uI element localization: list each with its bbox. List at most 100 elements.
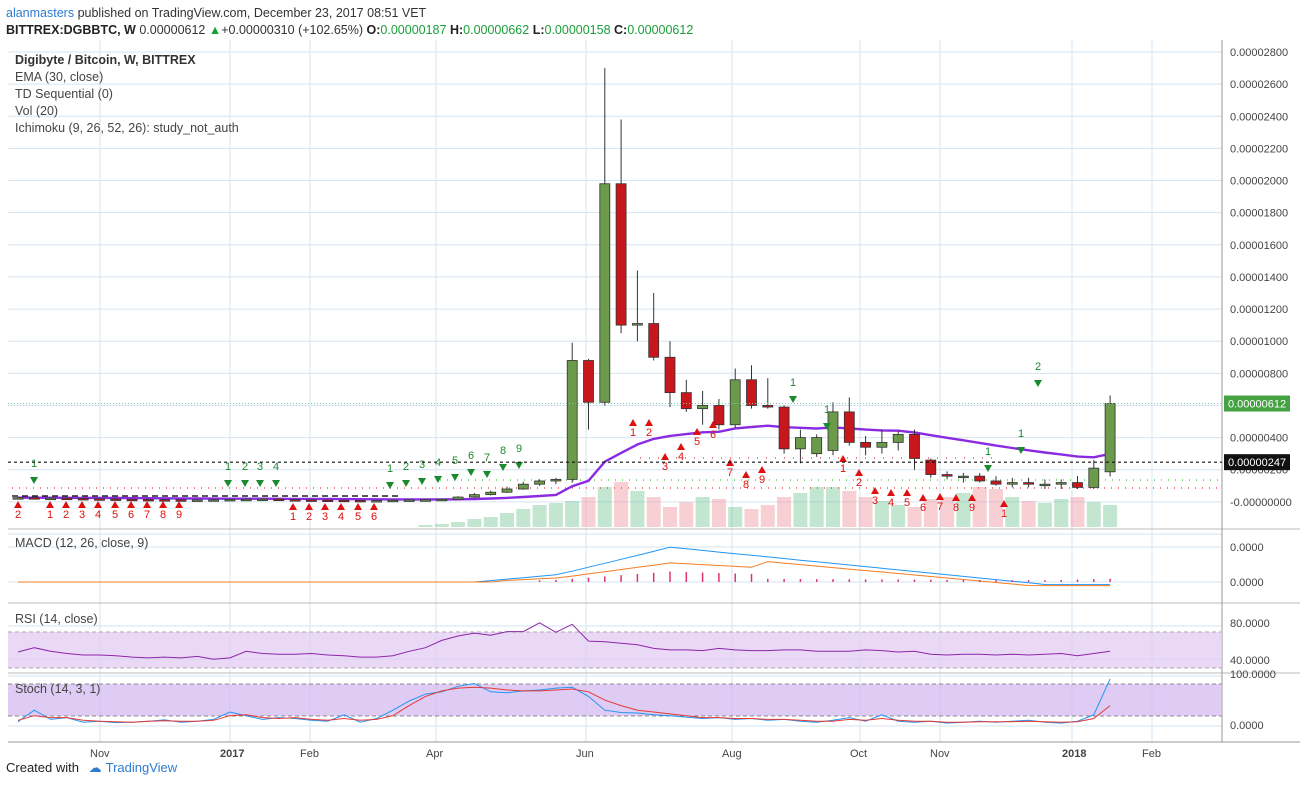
close-label: C: [614,23,628,37]
stoch-title[interactable]: Stoch (14, 3, 1) [15,682,101,696]
td-up-marker [14,501,22,508]
td-count: 2 [403,461,409,473]
td-up-marker [903,489,911,496]
td-count: 9 [516,443,522,455]
td-up-marker [175,501,183,508]
created-with-text: Created with [6,760,79,775]
candle-body [860,442,871,448]
macd-panel: 0.0000 0.0000 [18,542,1264,589]
candle-body [795,437,806,450]
rsi-title[interactable]: RSI (14, close) [15,612,98,626]
td-down-marker [224,480,232,487]
candle-body [632,323,643,326]
candle-body [1023,482,1034,485]
td-count: 8 [953,502,959,514]
volume-bar [663,507,677,527]
candle-body [61,497,73,501]
volume-bar [940,497,955,527]
candle-body [1006,482,1018,485]
stoch-band [8,684,1222,716]
td-count: 6 [128,509,134,521]
candle-body [208,499,220,502]
candle-body [354,500,366,503]
candle-body [615,183,627,326]
td-count: 8 [500,445,506,457]
volume-bar [1005,497,1020,527]
published-header: alanmasters published on TradingView.com… [6,4,426,22]
td-count: 4 [95,509,101,521]
td-down-marker [984,465,992,472]
volume-bar [646,497,661,527]
candle-body [257,498,268,502]
macd-title[interactable]: MACD (12, 26, close, 9) [15,536,149,550]
price-tick-label: 0.00000800 [1230,368,1288,380]
candle-body [468,494,480,498]
candle-body [501,488,513,493]
tradingview-brand[interactable]: TradingView [105,760,178,775]
candle-body [827,411,839,451]
td-down-marker [451,474,459,481]
footer: Created with ☁ TradingView [6,760,177,776]
volume-bar [679,502,694,527]
volume-bar [956,493,971,527]
candle-body [697,405,708,410]
td-count: 1 [47,509,53,521]
high-label: H: [449,23,464,37]
td-count: 1 [387,463,393,475]
time-tick-label: Aug [722,748,742,760]
td-count: 3 [322,511,328,523]
td-down-marker [256,480,264,487]
td-count: 4 [888,497,894,509]
author-link[interactable]: alanmasters [6,6,75,20]
candle-body [892,433,904,443]
td-count: 4 [273,461,279,473]
candle-body [583,360,594,403]
legend-td[interactable]: TD Sequential (0) [15,87,113,101]
td-down-marker [1034,380,1042,387]
candle-body [729,379,741,426]
td-count: 5 [355,511,361,523]
change-value: +0.00000310 (+102.65%) [221,23,364,37]
price-tick-label: 0.00002800 [1230,47,1288,59]
td-up-marker [159,501,167,508]
legend-ema[interactable]: EMA (30, close) [15,70,104,84]
candle-body [126,498,138,502]
td-count: 3 [419,459,425,471]
td-up-marker [354,503,362,510]
symbol-name: BITTREX:DGBBTC, W [6,23,136,37]
td-count: 4 [338,511,344,523]
candle-body [550,478,562,482]
candle-body [876,442,888,448]
candle-body [811,437,823,455]
symbol-line: BITTREX:DGBBTC, W 0.00000612 ▲+0.0000031… [6,21,693,39]
candle-body [45,497,56,501]
td-count: 7 [484,452,490,464]
candle-body [1055,482,1067,485]
td-down-marker [418,478,426,485]
td-count: 2 [856,477,862,489]
tradingview-logo-icon[interactable]: ☁ [88,760,102,775]
volume-bar [581,497,596,527]
volume-bar [760,505,775,527]
high-value: 0.00000662 [463,23,530,37]
td-count: 2 [1035,361,1041,373]
td-up-marker [321,503,329,510]
price-tick-label: 0.00000400 [1230,433,1288,445]
volume-bar [1054,499,1069,527]
td-down-marker [30,477,38,484]
td-count: 5 [112,509,118,521]
td-count: 2 [306,511,312,523]
legend-ichimoku[interactable]: Ichimoku (9, 26, 52, 26): study_not_auth [15,121,239,135]
volume-bar [989,489,1003,527]
td-down-marker [467,469,475,476]
legend-vol[interactable]: Vol (20) [15,104,59,118]
td-count: 2 [242,461,248,473]
td-up-marker [661,453,669,460]
volume-bar [548,503,563,527]
stoch-panel: 100.0000 0.0000 [8,669,1276,732]
candle-body [534,480,545,485]
td-count: 4 [435,457,441,469]
td-down-marker [823,423,831,430]
